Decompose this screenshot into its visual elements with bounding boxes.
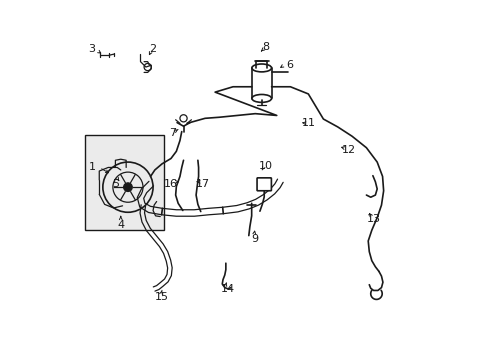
Text: 3: 3 — [88, 44, 95, 54]
Text: 16: 16 — [163, 179, 178, 189]
Text: 2: 2 — [149, 44, 156, 54]
Text: 8: 8 — [262, 42, 269, 52]
Circle shape — [123, 183, 132, 192]
Text: 17: 17 — [196, 179, 210, 189]
Text: 12: 12 — [341, 144, 355, 154]
Bar — [85, 135, 163, 230]
Text: 7: 7 — [169, 129, 176, 138]
Text: 13: 13 — [366, 215, 380, 224]
Text: 15: 15 — [155, 292, 169, 302]
FancyBboxPatch shape — [257, 178, 271, 191]
Text: 10: 10 — [259, 161, 272, 171]
Text: 1: 1 — [88, 162, 95, 172]
Text: 14: 14 — [221, 284, 235, 294]
Text: 4: 4 — [117, 220, 124, 230]
Text: 6: 6 — [285, 60, 292, 70]
Text: 5: 5 — [112, 179, 119, 189]
Text: 9: 9 — [251, 234, 258, 244]
Text: 11: 11 — [302, 118, 315, 128]
